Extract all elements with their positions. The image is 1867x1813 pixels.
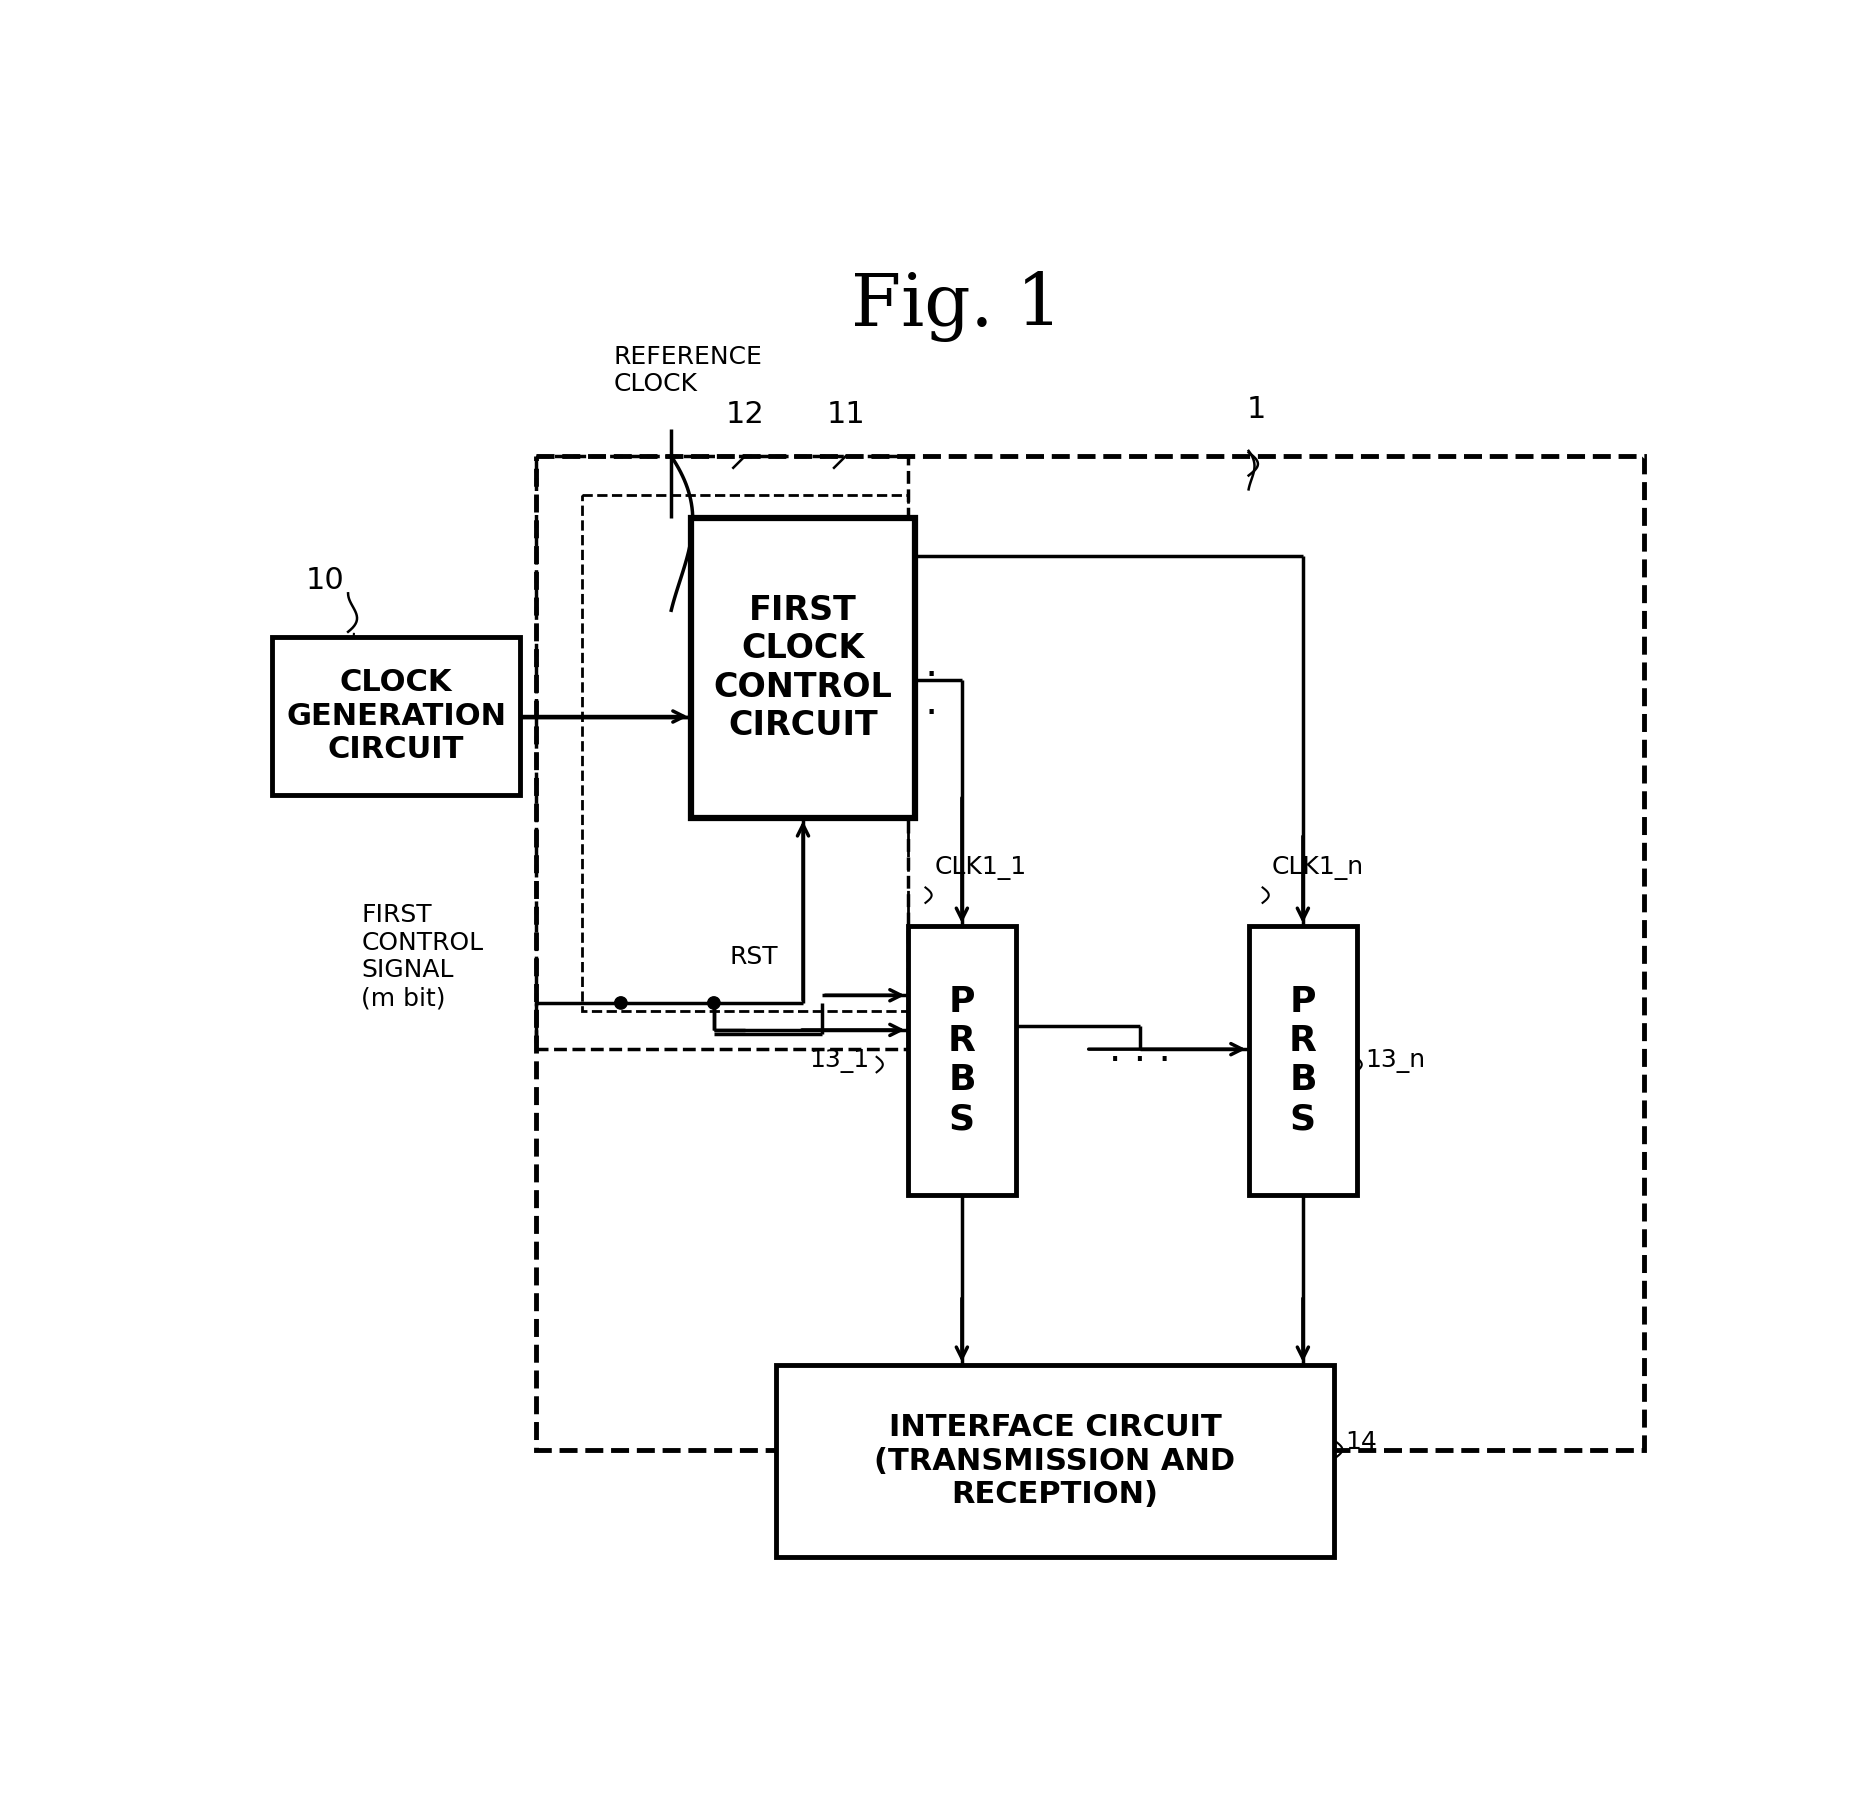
Text: · · ·: · · · — [1109, 1042, 1171, 1081]
Bar — [536, 457, 907, 1050]
Bar — [273, 636, 521, 796]
Bar — [691, 519, 915, 818]
Bar — [907, 926, 1016, 1195]
Circle shape — [614, 997, 627, 1010]
Text: 10: 10 — [306, 566, 344, 595]
Text: 12: 12 — [726, 401, 764, 430]
Text: REFERENCE
CLOCK: REFERENCE CLOCK — [612, 344, 762, 397]
Bar — [1249, 926, 1357, 1195]
Text: 11: 11 — [827, 401, 864, 430]
Text: Fig. 1: Fig. 1 — [851, 272, 1062, 343]
Text: ·: · — [924, 654, 937, 696]
Text: CLK1_1: CLK1_1 — [935, 856, 1027, 879]
Text: 13_n: 13_n — [1365, 1048, 1425, 1073]
Text: 14: 14 — [1346, 1430, 1378, 1454]
Text: CLOCK
GENERATION
CIRCUIT: CLOCK GENERATION CIRCUIT — [286, 667, 506, 765]
Circle shape — [708, 997, 721, 1010]
Text: INTERFACE CIRCUIT
(TRANSMISSION AND
RECEPTION): INTERFACE CIRCUIT (TRANSMISSION AND RECE… — [874, 1412, 1236, 1508]
Text: CLK1_n: CLK1_n — [1271, 856, 1365, 879]
Text: P
R
B
S: P R B S — [948, 984, 976, 1137]
Text: 13_1: 13_1 — [808, 1048, 868, 1073]
Bar — [777, 1365, 1333, 1557]
Text: FIRST
CONTROL
SIGNAL
(m bit): FIRST CONTROL SIGNAL (m bit) — [360, 903, 484, 1010]
Text: RST: RST — [730, 945, 779, 968]
Text: 1: 1 — [1247, 395, 1266, 424]
Bar — [536, 457, 1643, 1450]
Text: ·: · — [924, 693, 937, 736]
Text: FIRST
CLOCK
CONTROL
CIRCUIT: FIRST CLOCK CONTROL CIRCUIT — [713, 595, 892, 742]
Bar — [583, 495, 907, 1010]
Text: P
R
B
S: P R B S — [1288, 984, 1316, 1137]
